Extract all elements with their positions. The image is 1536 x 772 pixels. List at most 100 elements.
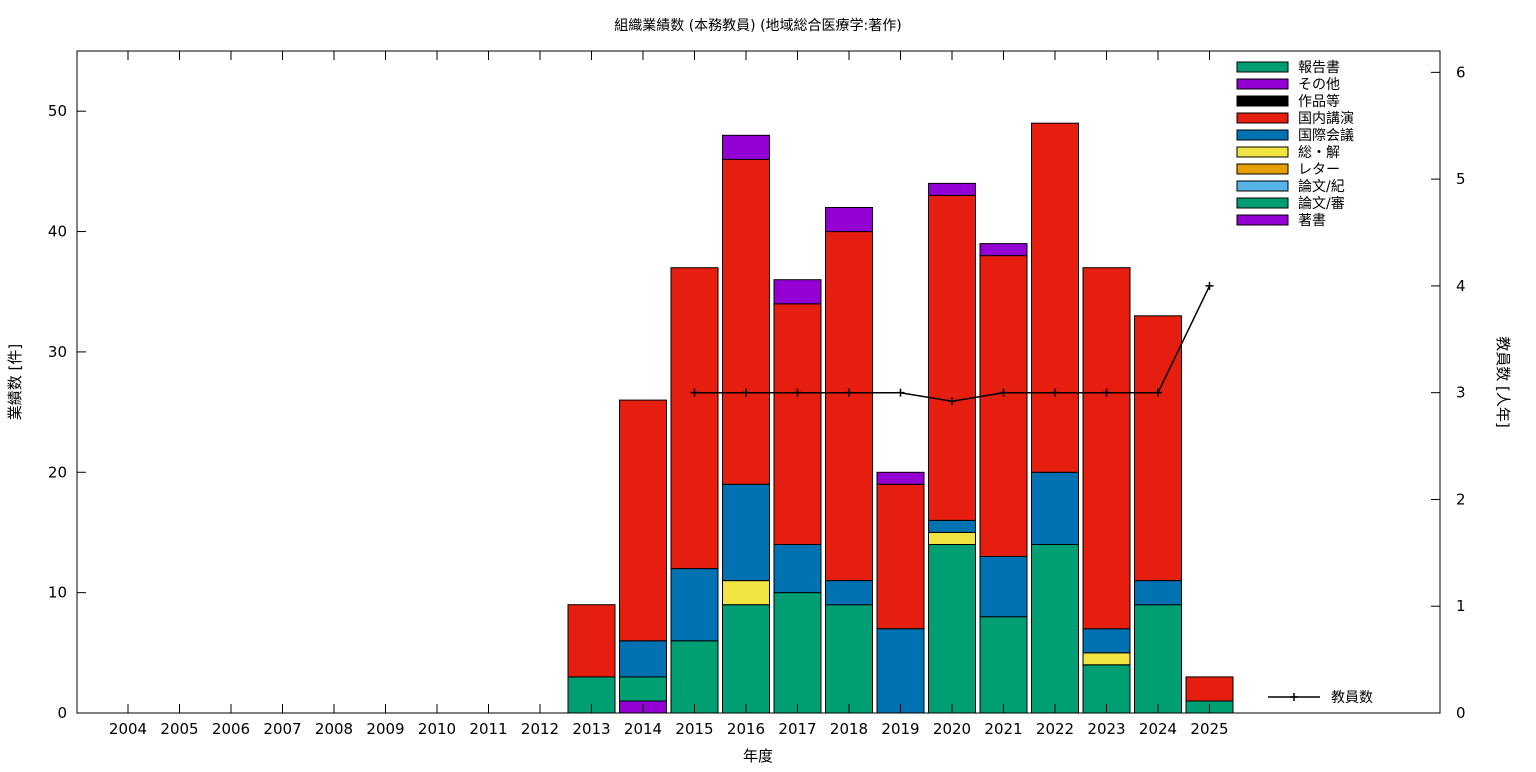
bar-segment <box>619 399 667 642</box>
bar-segment <box>722 604 770 714</box>
x-tick-label: 2025 <box>1190 720 1228 738</box>
bar-segment <box>1134 604 1182 714</box>
line-series-point <box>1102 388 1111 397</box>
bar-segment <box>928 194 976 521</box>
bar-segment <box>1031 122 1079 473</box>
bar-segment <box>1082 628 1131 654</box>
y2-tick-label: 2 <box>1456 490 1466 508</box>
y2-tick-label: 6 <box>1456 63 1466 81</box>
y2-tick-label: 5 <box>1456 170 1466 188</box>
bar-segment <box>670 267 719 570</box>
bar-segment <box>876 483 925 630</box>
bar-segment <box>773 592 822 714</box>
bar-segment <box>773 544 822 594</box>
legend-label: その他 <box>1298 77 1340 93</box>
bar-segment <box>1134 580 1182 606</box>
bar-segment <box>825 604 873 714</box>
bar-segment <box>928 519 976 533</box>
x-axis-title: 年度 <box>743 747 773 765</box>
legend-swatch <box>1236 197 1289 209</box>
line-series-point <box>793 388 802 397</box>
bar-segment <box>825 580 873 606</box>
legend-swatch <box>1236 146 1289 158</box>
bar-segment <box>567 604 616 678</box>
x-tick-label: 2015 <box>675 720 713 738</box>
legend-swatch <box>1236 214 1289 226</box>
bar-segment <box>1031 471 1079 545</box>
legend-swatch <box>1236 112 1289 124</box>
bar-segment <box>773 303 822 545</box>
y-tick-label: 10 <box>48 584 67 602</box>
x-tick-label: 2017 <box>778 720 816 738</box>
x-tick-label: 2020 <box>933 720 971 738</box>
line-series-point <box>1205 281 1214 290</box>
bar-segment <box>1134 315 1182 582</box>
axes-layer: 2004 2005 2006 2007 2008 2009 2010 2011 2012 2013… <box>48 51 1466 738</box>
x-tick-label: 2021 <box>984 720 1022 738</box>
x-tick-label: 2023 <box>1087 720 1125 738</box>
x-tick-label: 2019 <box>881 720 919 738</box>
bar-segment <box>876 628 925 714</box>
legend-label: 作品等 <box>1298 93 1340 110</box>
y2-tick-label: 4 <box>1456 277 1466 295</box>
y-tick-label: 0 <box>57 704 67 722</box>
x-tick-label: 2007 <box>263 720 301 738</box>
legend-swatch <box>1236 95 1289 107</box>
line-series-point <box>1051 388 1059 397</box>
legend-label: 総・解 <box>1298 145 1340 161</box>
y2-tick-label: 0 <box>1456 704 1466 722</box>
y-tick-label: 40 <box>48 223 67 241</box>
bar-segment <box>670 568 719 642</box>
bar-segment <box>928 544 976 714</box>
line-series-point <box>845 388 853 397</box>
legend-label: 報告書 <box>1298 60 1340 76</box>
bar-segment <box>670 640 719 714</box>
y-axis-title: 業績数 [件] <box>6 344 24 420</box>
bar-segment <box>979 255 1028 557</box>
x-tick-label: 2018 <box>830 720 868 738</box>
bar-segment <box>619 640 667 678</box>
x-tick-label: 2011 <box>469 720 507 738</box>
x-tick-label: 2006 <box>212 720 250 738</box>
legend-swatch <box>1236 163 1289 175</box>
bar-segment <box>979 243 1028 257</box>
y-tick-label: 30 <box>48 343 67 361</box>
x-tick-label: 2013 <box>572 720 610 738</box>
legend-line-label: 教員数 <box>1331 690 1373 706</box>
y-tick-label: 20 <box>48 463 67 481</box>
bar-segment <box>979 616 1028 714</box>
x-tick-label: 2022 <box>1036 720 1074 738</box>
x-tick-label: 2024 <box>1139 720 1177 738</box>
x-tick-label: 2014 <box>624 720 662 738</box>
legend-line-marker <box>1290 693 1298 701</box>
bar-segment <box>722 158 770 485</box>
line-series-point <box>690 388 699 397</box>
legend-swatch <box>1236 129 1289 141</box>
line-series-point <box>999 388 1008 397</box>
bar-segment <box>722 580 770 606</box>
bar-segment <box>773 279 822 305</box>
legend-label: 国内講演 <box>1298 111 1354 127</box>
legend-label: 国際会議 <box>1298 127 1354 144</box>
legend-label: 論文/審 <box>1298 196 1345 212</box>
legend-label: 論文/紀 <box>1298 179 1345 195</box>
y2-tick-label: 1 <box>1456 597 1466 615</box>
bar-segment <box>825 207 873 233</box>
y-tick-label: 50 <box>48 102 67 120</box>
bar-segment <box>1031 544 1079 714</box>
line-layer <box>690 281 1214 406</box>
bar-segment <box>1082 267 1131 630</box>
x-tick-label: 2009 <box>366 720 404 738</box>
bar-segment <box>876 471 925 485</box>
legend-swatch <box>1236 180 1289 192</box>
x-tick-label: 2004 <box>109 720 147 738</box>
line-series-point <box>896 388 905 397</box>
y2-tick-label: 3 <box>1456 384 1466 402</box>
bar-segment <box>722 483 770 582</box>
bar-segment <box>1185 676 1234 702</box>
legend-swatch <box>1236 61 1289 73</box>
x-tick-label: 2008 <box>315 720 353 738</box>
legend-label: レター <box>1298 162 1340 178</box>
